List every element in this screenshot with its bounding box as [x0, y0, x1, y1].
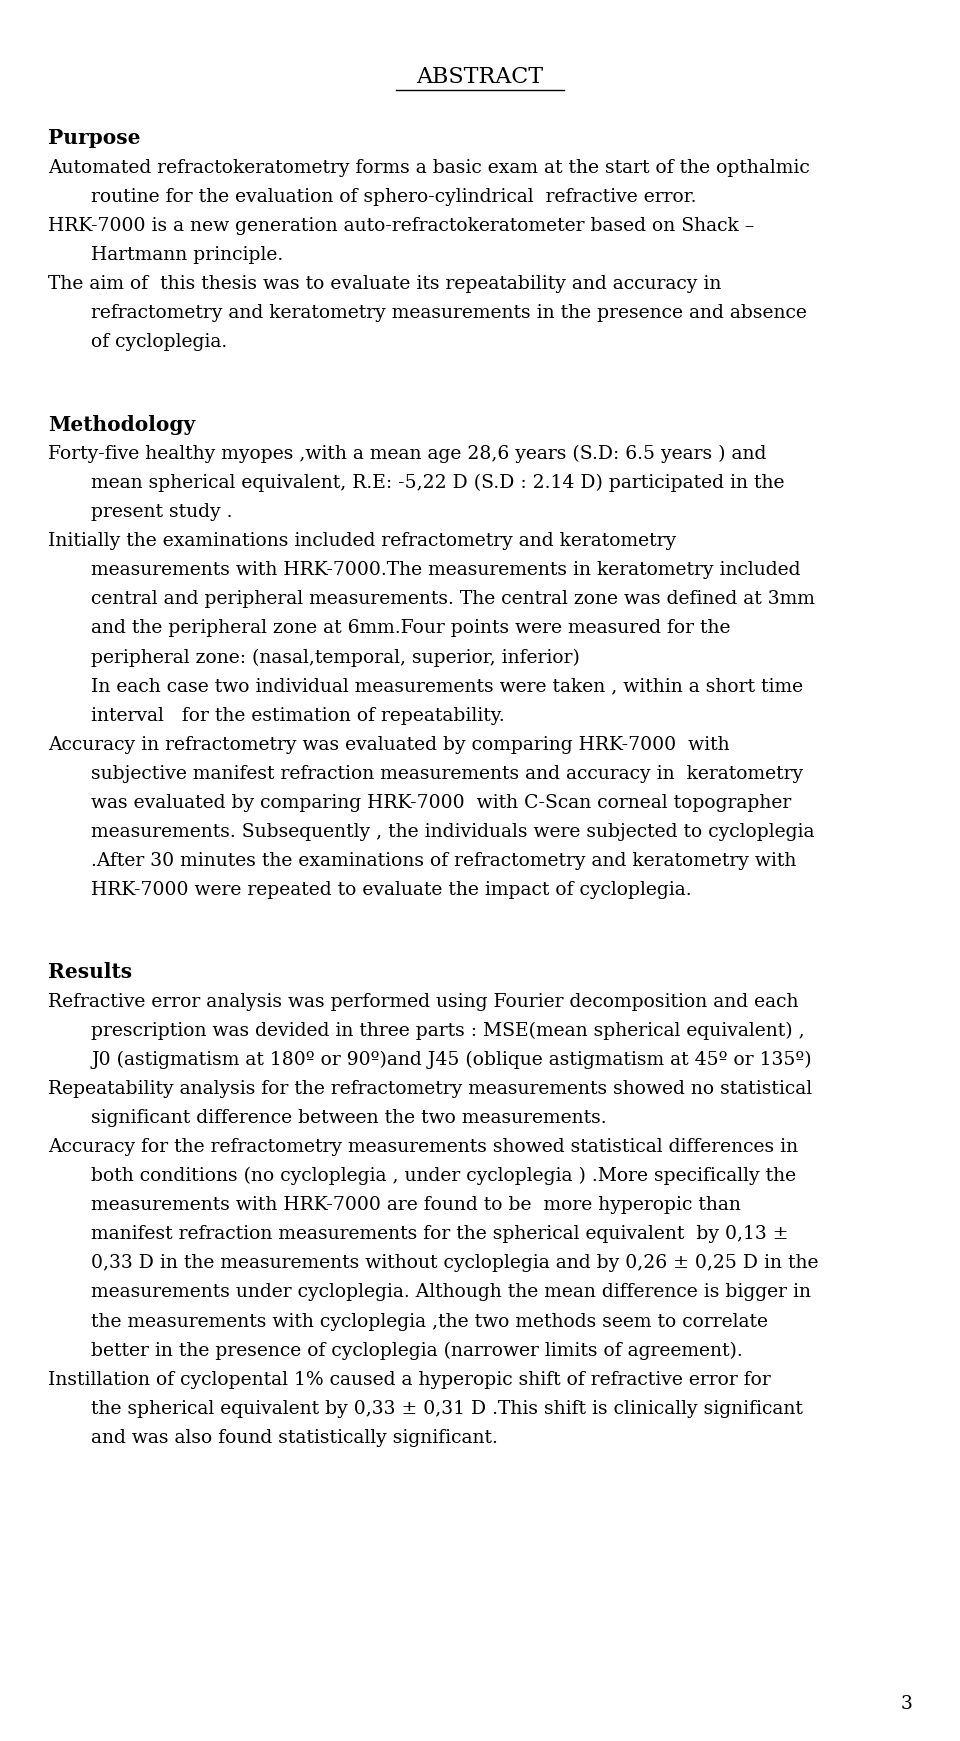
- Text: of cycloplegia.: of cycloplegia.: [91, 333, 228, 352]
- Text: J0 (astigmatism at 180º or 90º)and J45 (oblique astigmatism at 45º or 135º): J0 (astigmatism at 180º or 90º)and J45 (…: [91, 1052, 812, 1069]
- Text: better in the presence of cycloplegia (narrower limits of agreement).: better in the presence of cycloplegia (n…: [91, 1342, 743, 1360]
- Text: central and peripheral measurements. The central zone was defined at 3mm: central and peripheral measurements. The…: [91, 590, 815, 608]
- Text: measurements. Subsequently , the individuals were subjected to cycloplegia: measurements. Subsequently , the individ…: [91, 823, 815, 841]
- Text: In each case two individual measurements were taken , within a short time: In each case two individual measurements…: [91, 677, 804, 696]
- Text: .After 30 minutes the examinations of refractometry and keratometry with: .After 30 minutes the examinations of re…: [91, 851, 797, 870]
- Text: measurements under cycloplegia. Although the mean difference is bigger in: measurements under cycloplegia. Although…: [91, 1283, 811, 1302]
- Text: Repeatability analysis for the refractometry measurements showed no statistical: Repeatability analysis for the refractom…: [48, 1079, 812, 1099]
- Text: 3: 3: [900, 1696, 912, 1713]
- Text: Refractive error analysis was performed using Fourier decomposition and each: Refractive error analysis was performed …: [48, 992, 799, 1012]
- Text: interval   for the estimation of repeatability.: interval for the estimation of repeatabi…: [91, 707, 505, 724]
- Text: HRK-7000 were repeated to evaluate the impact of cycloplegia.: HRK-7000 were repeated to evaluate the i…: [91, 881, 692, 898]
- Text: routine for the evaluation of sphero-cylindrical  refractive error.: routine for the evaluation of sphero-cyl…: [91, 188, 697, 205]
- Text: Instillation of cyclopental 1% caused a hyperopic shift of refractive error for: Instillation of cyclopental 1% caused a …: [48, 1370, 771, 1389]
- Text: the measurements with cycloplegia ,the two methods seem to correlate: the measurements with cycloplegia ,the t…: [91, 1313, 768, 1330]
- Text: the spherical equivalent by 0,33 ± 0,31 D .This shift is clinically significant: the spherical equivalent by 0,33 ± 0,31 …: [91, 1400, 804, 1417]
- Text: manifest refraction measurements for the spherical equivalent  by 0,13 ±: manifest refraction measurements for the…: [91, 1226, 789, 1243]
- Text: measurements with HRK-7000 are found to be  more hyperopic than: measurements with HRK-7000 are found to …: [91, 1196, 741, 1213]
- Text: measurements with HRK-7000.The measurements in keratometry included: measurements with HRK-7000.The measureme…: [91, 561, 801, 580]
- Text: ABSTRACT: ABSTRACT: [417, 66, 543, 89]
- Text: and was also found statistically significant.: and was also found statistically signifi…: [91, 1429, 498, 1447]
- Text: Forty-five healthy myopes ,with a mean age 28,6 years (S.D: 6.5 years ) and: Forty-five healthy myopes ,with a mean a…: [48, 446, 766, 463]
- Text: refractometry and keratometry measurements in the presence and absence: refractometry and keratometry measuremen…: [91, 305, 807, 322]
- Text: significant difference between the two measurements.: significant difference between the two m…: [91, 1109, 607, 1126]
- Text: present study .: present study .: [91, 503, 232, 521]
- Text: Automated refractokeratometry forms a basic exam at the start of the opthalmic: Automated refractokeratometry forms a ba…: [48, 158, 809, 178]
- Text: subjective manifest refraction measurements and accuracy in  keratometry: subjective manifest refraction measureme…: [91, 764, 804, 783]
- Text: Initially the examinations included refractometry and keratometry: Initially the examinations included refr…: [48, 533, 676, 550]
- Text: prescription was devided in three parts : MSE(mean spherical equivalent) ,: prescription was devided in three parts …: [91, 1022, 804, 1039]
- Text: Accuracy for the refractometry measurements showed statistical differences in: Accuracy for the refractometry measureme…: [48, 1139, 798, 1156]
- Text: and the peripheral zone at 6mm.Four points were measured for the: and the peripheral zone at 6mm.Four poin…: [91, 620, 731, 637]
- Text: mean spherical equivalent, R.E: -5,22 D (S.D : 2.14 D) participated in the: mean spherical equivalent, R.E: -5,22 D …: [91, 474, 784, 493]
- Text: Results: Results: [48, 963, 132, 982]
- Text: Hartmann principle.: Hartmann principle.: [91, 245, 283, 265]
- Text: both conditions (no cycloplegia , under cycloplegia ) .More specifically the: both conditions (no cycloplegia , under …: [91, 1166, 797, 1186]
- Text: Accuracy in refractometry was evaluated by comparing HRK-7000  with: Accuracy in refractometry was evaluated …: [48, 736, 730, 754]
- Text: The aim of  this thesis was to evaluate its repeatability and accuracy in: The aim of this thesis was to evaluate i…: [48, 275, 721, 292]
- Text: HRK-7000 is a new generation auto-refractokeratometer based on Shack –: HRK-7000 is a new generation auto-refrac…: [48, 218, 755, 235]
- Text: 0,33 D in the measurements without cycloplegia and by 0,26 ± 0,25 D in the: 0,33 D in the measurements without cyclo…: [91, 1254, 819, 1273]
- Text: peripheral zone: (nasal,temporal, superior, inferior): peripheral zone: (nasal,temporal, superi…: [91, 648, 580, 667]
- Text: was evaluated by comparing HRK-7000  with C-Scan corneal topographer: was evaluated by comparing HRK-7000 with…: [91, 794, 791, 811]
- Text: Purpose: Purpose: [48, 129, 140, 148]
- Text: Methodology: Methodology: [48, 414, 195, 435]
